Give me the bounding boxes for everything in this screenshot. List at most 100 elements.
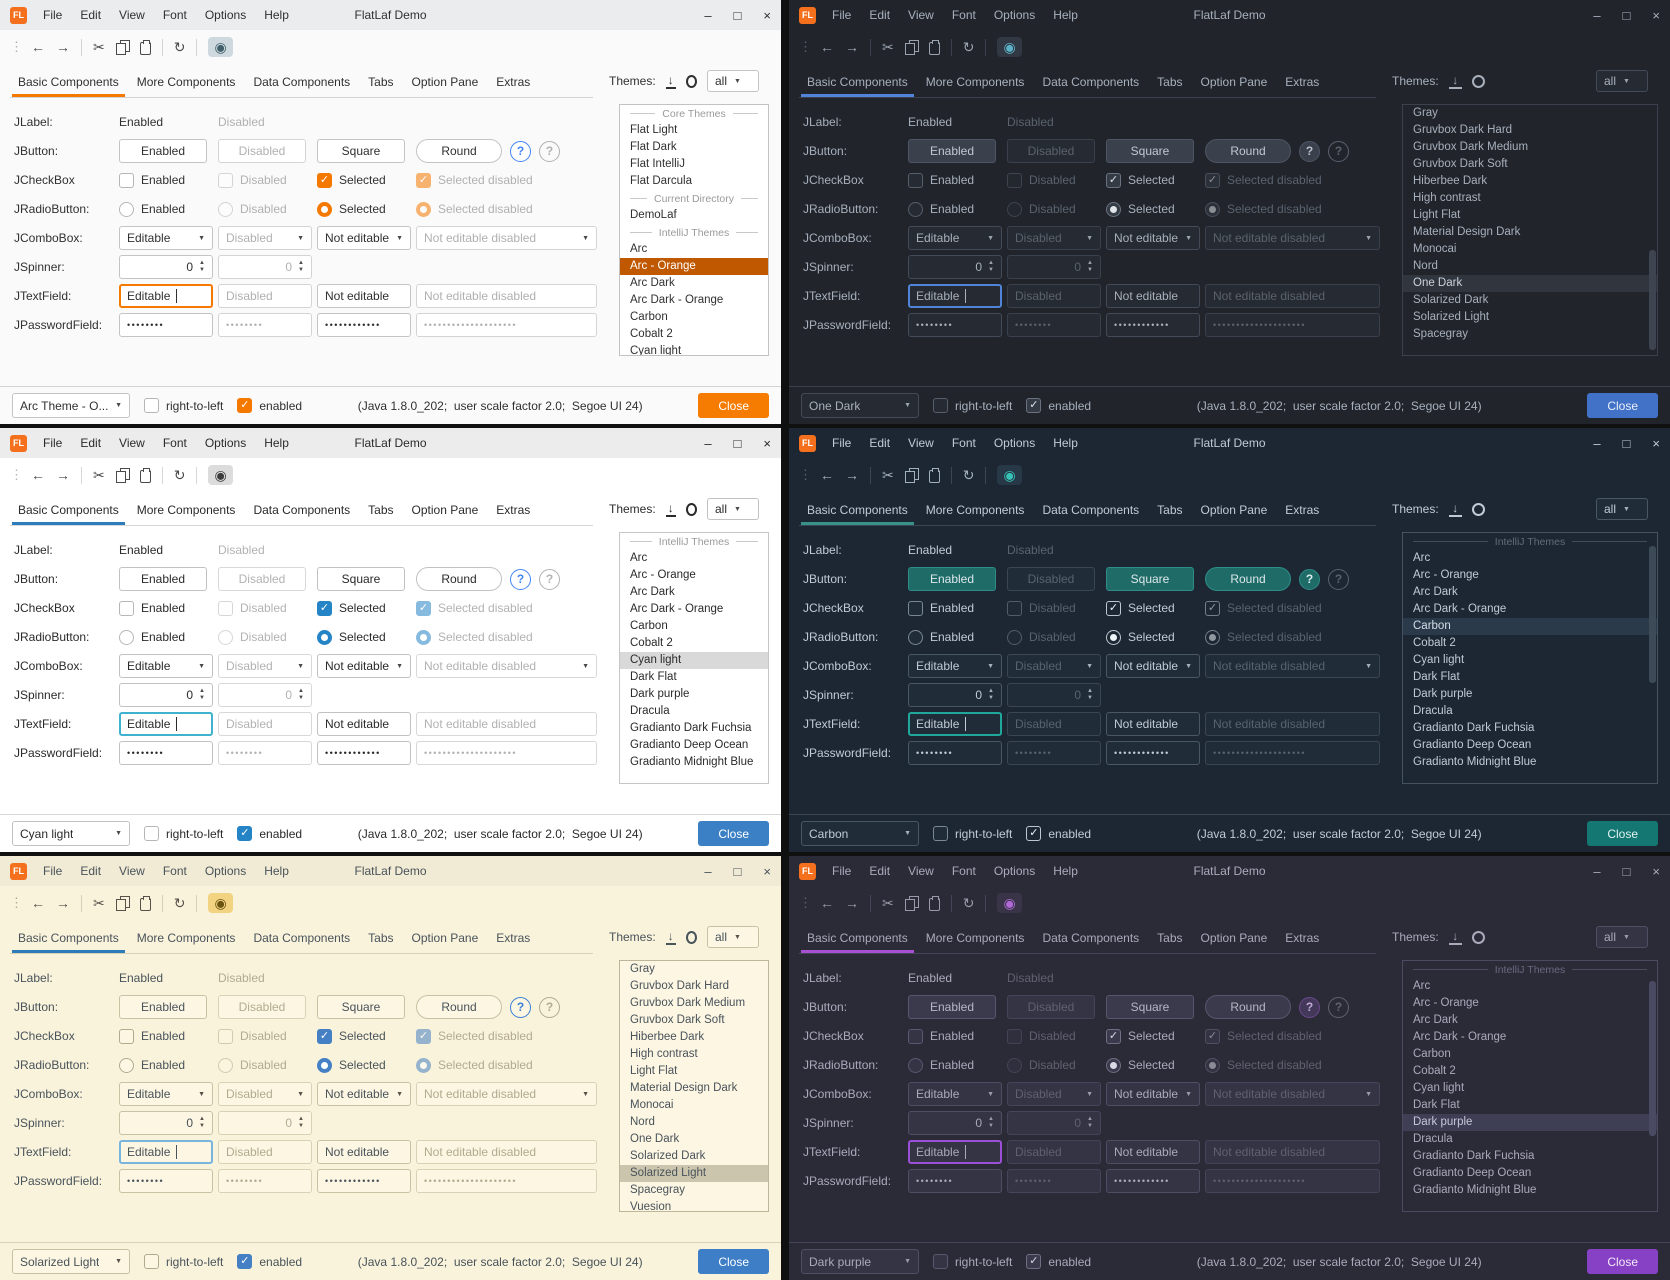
github-icon[interactable] — [1471, 74, 1485, 88]
close-button[interactable]: Close — [698, 393, 769, 418]
theme-list-item[interactable]: Gray — [1413, 107, 1438, 119]
theme-list-item[interactable]: Gradianto Dark Fuchsia — [1413, 1150, 1535, 1162]
theme-selector-combo[interactable]: Carbon ▼ — [801, 821, 919, 846]
cut-icon[interactable]: ✂ — [882, 467, 894, 483]
radio-selected[interactable]: Selected — [317, 629, 386, 645]
back-icon[interactable]: ← — [820, 895, 834, 911]
show-eye-icon[interactable]: ◉ — [208, 37, 233, 57]
theme-list-item[interactable]: Arc — [630, 243, 648, 255]
theme-list-item[interactable]: Gruvbox Dark Soft — [1413, 158, 1508, 170]
tab-extras[interactable]: Extras — [1285, 75, 1320, 89]
checkbox-selected[interactable]: ✓ Selected — [317, 600, 386, 616]
theme-list-item[interactable]: Gruvbox Dark Medium — [1413, 141, 1529, 153]
radio-enabled[interactable]: Enabled — [908, 1057, 974, 1073]
checkbox-enabled[interactable]: Enabled — [119, 172, 185, 188]
theme-list-item[interactable]: Carbon — [1413, 1048, 1451, 1060]
theme-list-item[interactable]: One Dark — [630, 1133, 680, 1145]
tab-more-components[interactable]: More Components — [136, 75, 236, 89]
show-eye-icon[interactable]: ◉ — [997, 37, 1022, 57]
theme-filter-combo[interactable]: all ▼ — [1596, 926, 1648, 948]
theme-list-item[interactable]: Dracula — [1413, 705, 1453, 717]
tab-more-components[interactable]: More Components — [136, 503, 236, 517]
download-icon[interactable]: ↓ — [1448, 930, 1462, 945]
combobox-editable[interactable]: Editable ▼ — [119, 226, 213, 250]
theme-list-item[interactable]: High contrast — [630, 1048, 698, 1060]
square-button[interactable]: Square — [1106, 567, 1194, 591]
menu-font[interactable]: Font — [162, 864, 187, 878]
enabled-checkbox[interactable]: ✓ enabled — [237, 1254, 302, 1269]
back-icon[interactable]: ← — [31, 467, 45, 483]
copy-icon[interactable] — [904, 468, 919, 483]
radio-selected[interactable]: Selected — [317, 201, 386, 217]
maximize-button[interactable]: □ — [733, 7, 742, 23]
close-window-button[interactable]: × — [763, 7, 771, 23]
paste-icon[interactable] — [928, 467, 940, 483]
theme-filter-combo[interactable]: all ▼ — [1596, 498, 1648, 520]
theme-list-item[interactable]: Dark purple — [1413, 688, 1473, 700]
tab-tabs[interactable]: Tabs — [368, 75, 394, 89]
square-button[interactable]: Square — [317, 995, 405, 1019]
spinner[interactable]: 0 ▲ ▼ — [908, 1111, 1002, 1135]
enabled-button[interactable]: Enabled — [119, 995, 207, 1019]
menu-file[interactable]: File — [43, 864, 63, 878]
help-button[interactable]: ? — [510, 996, 531, 1018]
combobox-not-editable[interactable]: Not editable ▼ — [1106, 1082, 1200, 1106]
copy-icon[interactable] — [904, 896, 919, 911]
theme-list-item[interactable]: Gradianto Deep Ocean — [1413, 739, 1532, 751]
radio-enabled[interactable]: Enabled — [908, 629, 974, 645]
theme-list-item[interactable]: Cyan light — [1413, 654, 1465, 666]
refresh-icon[interactable]: ↻ — [962, 895, 975, 911]
help-button[interactable]: ? — [1299, 996, 1320, 1018]
close-window-button[interactable]: × — [1652, 435, 1660, 451]
tab-data-components[interactable]: Data Components — [253, 75, 351, 89]
enabled-checkbox[interactable]: ✓ enabled — [1026, 826, 1091, 841]
theme-filter-combo[interactable]: all ▼ — [1596, 70, 1648, 92]
text-field[interactable]: Editable — [119, 1140, 213, 1164]
theme-filter-combo[interactable]: all ▼ — [707, 926, 759, 948]
theme-list-item[interactable]: Dark purple — [1403, 1114, 1657, 1131]
tab-basic-components[interactable]: Basic Components — [799, 496, 916, 525]
round-button[interactable]: Round — [1205, 995, 1291, 1019]
checkbox-enabled[interactable]: Enabled — [908, 172, 974, 188]
enabled-button[interactable]: Enabled — [908, 995, 996, 1019]
help-button[interactable]: ? — [1299, 140, 1320, 162]
theme-list-scrollbar[interactable] — [1649, 981, 1656, 1136]
theme-list-item[interactable]: Cobalt 2 — [630, 328, 673, 340]
back-icon[interactable]: ← — [31, 39, 45, 55]
minimize-button[interactable]: – — [704, 863, 712, 879]
theme-list-item[interactable]: Arc Dark - Orange — [630, 294, 724, 306]
forward-icon[interactable]: → — [845, 467, 859, 483]
theme-list-item[interactable]: Gradianto Deep Ocean — [630, 739, 749, 751]
forward-icon[interactable]: → — [845, 39, 859, 55]
show-eye-icon[interactable]: ◉ — [997, 893, 1022, 913]
tab-extras[interactable]: Extras — [496, 931, 531, 945]
theme-list-item[interactable]: Cyan light — [1413, 1082, 1465, 1094]
cut-icon[interactable]: ✂ — [882, 39, 894, 55]
menu-help[interactable]: Help — [264, 8, 289, 22]
tab-data-components[interactable]: Data Components — [1042, 931, 1140, 945]
tab-more-components[interactable]: More Components — [136, 931, 236, 945]
theme-list-item[interactable]: Arc Dark - Orange — [1413, 603, 1507, 615]
close-window-button[interactable]: × — [763, 863, 771, 879]
enabled-button[interactable]: Enabled — [908, 567, 996, 591]
round-button[interactable]: Round — [416, 995, 502, 1019]
checkbox-enabled[interactable]: Enabled — [908, 1028, 974, 1044]
theme-list-item[interactable]: Arc — [1413, 980, 1431, 992]
checkbox-selected[interactable]: ✓ Selected — [1106, 1028, 1175, 1044]
tab-more-components[interactable]: More Components — [925, 931, 1025, 945]
theme-filter-combo[interactable]: all ▼ — [707, 70, 759, 92]
tab-basic-components[interactable]: Basic Components — [799, 68, 916, 97]
tab-extras[interactable]: Extras — [1285, 931, 1320, 945]
theme-list-item[interactable]: Light Flat — [630, 1065, 678, 1077]
cut-icon[interactable]: ✂ — [93, 467, 105, 483]
theme-list-item[interactable]: Hiberbee Dark — [1413, 175, 1488, 187]
text-field[interactable]: Editable — [119, 712, 213, 736]
menu-font[interactable]: Font — [162, 8, 187, 22]
theme-list-item[interactable]: Gradianto Midnight Blue — [1413, 756, 1537, 768]
paste-icon[interactable] — [928, 895, 940, 911]
help-button[interactable]: ? — [510, 568, 531, 590]
copy-icon[interactable] — [115, 468, 130, 483]
checkbox-selected[interactable]: ✓ Selected — [317, 172, 386, 188]
show-eye-icon[interactable]: ◉ — [997, 465, 1022, 485]
tab-option-pane[interactable]: Option Pane — [411, 75, 479, 89]
